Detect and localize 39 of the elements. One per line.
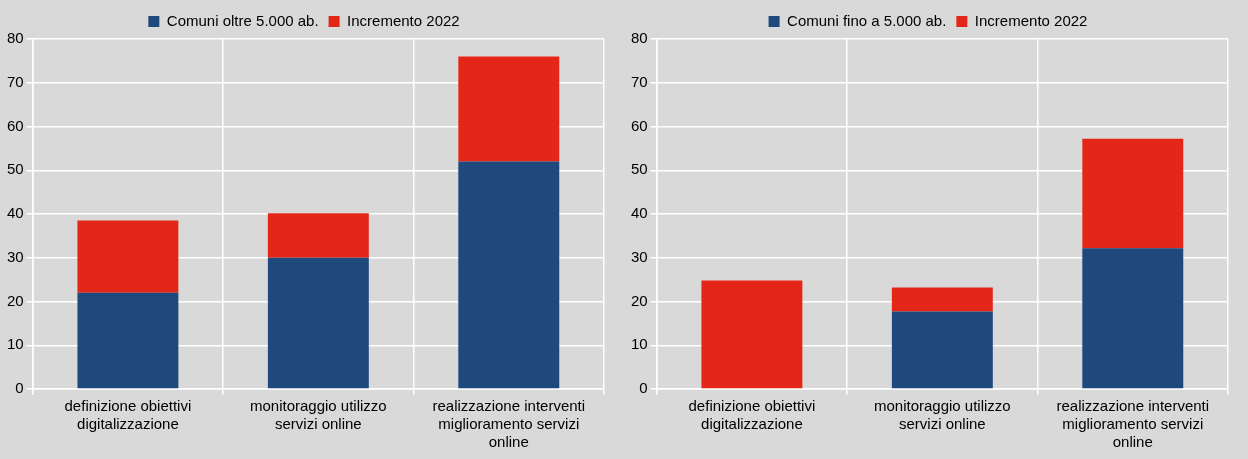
x-tick-label: definizione obiettivi digitalizzazione xyxy=(64,397,192,433)
y-tick-label: 10 xyxy=(7,335,24,353)
bar xyxy=(701,280,803,389)
x-tick-label: realizzazione interventi miglioramento servizi online xyxy=(432,397,586,451)
bar xyxy=(891,287,993,312)
bar xyxy=(267,257,369,389)
y-tick-label: 30 xyxy=(7,247,24,265)
y-tick-label: 10 xyxy=(631,335,648,353)
y-tick-label: 40 xyxy=(7,204,24,222)
x-tick-label: monitoraggio utilizzo servizi online xyxy=(873,397,1011,433)
y-tick-label: 80 xyxy=(7,29,24,47)
y-tick-label: 70 xyxy=(631,72,648,90)
y-tick-label: 0 xyxy=(639,379,648,397)
y-tick-label: 80 xyxy=(631,29,648,47)
legend-label: Incremento 2022 xyxy=(347,11,460,29)
x-tick-label: monitoraggio utilizzo servizi online xyxy=(249,397,387,433)
y-tick-label: 70 xyxy=(7,72,24,90)
y-tick-label: 40 xyxy=(631,204,648,222)
y-tick-label: 60 xyxy=(631,116,648,134)
y-tick-label: 20 xyxy=(631,291,648,309)
bar xyxy=(1082,248,1184,389)
bar xyxy=(77,220,179,293)
bar xyxy=(1082,138,1184,249)
bar xyxy=(891,311,993,389)
bar xyxy=(267,213,369,258)
bar xyxy=(458,161,560,389)
y-tick-label: 50 xyxy=(631,160,648,178)
y-tick-label: 50 xyxy=(7,160,24,178)
y-tick-label: 60 xyxy=(7,116,24,134)
legend-label: Comuni oltre 5.000 ab. xyxy=(166,11,319,29)
x-tick-label: realizzazione interventi miglioramento servizi online xyxy=(1056,397,1210,451)
y-tick-label: 0 xyxy=(15,379,24,397)
legend-label: Incremento 2022 xyxy=(974,11,1088,29)
legend-label: Comuni fino a 5.000 ab. xyxy=(787,11,947,29)
x-tick-label: definizione obiettivi digitalizzazione xyxy=(688,397,816,433)
bar xyxy=(77,292,179,389)
bar xyxy=(458,56,560,162)
y-tick-label: 30 xyxy=(631,247,648,265)
y-tick-label: 20 xyxy=(7,291,24,309)
